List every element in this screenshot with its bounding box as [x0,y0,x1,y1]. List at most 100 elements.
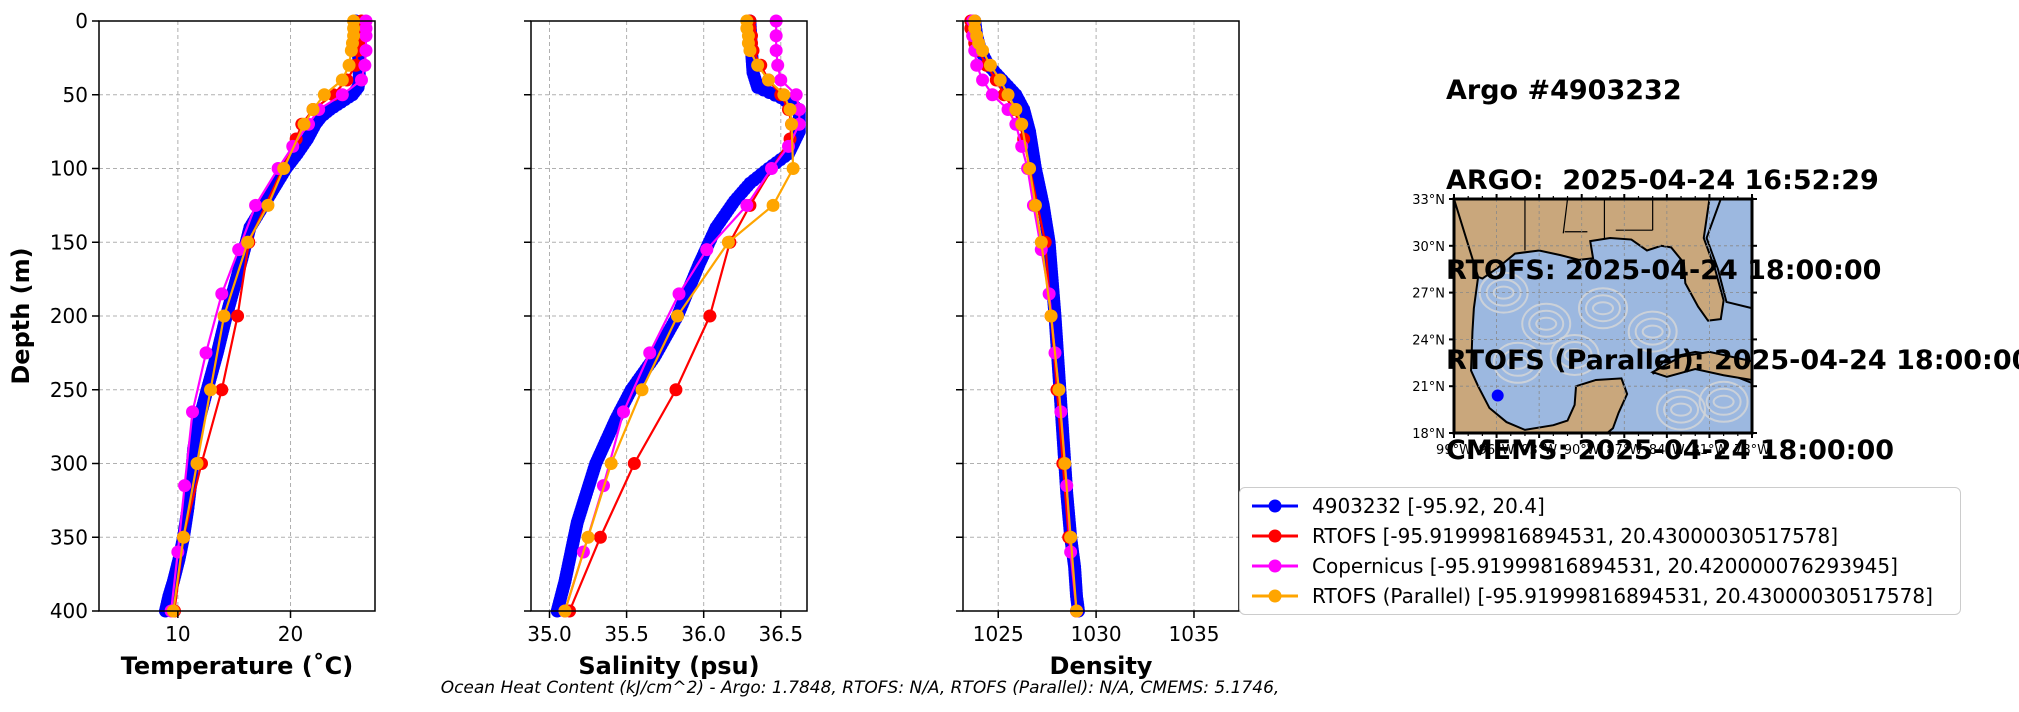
data-point [306,103,320,116]
data-point [217,309,231,323]
map-lon-label: 90°W [1564,443,1600,458]
data-point [700,243,714,257]
data-point [358,58,372,72]
streamline [1627,310,1678,353]
y-tick-label: 50 [63,83,88,107]
data-point [766,198,780,212]
ohc-footer: Ocean Heat Content (kJ/cm^2) - Argo: 1.7… [440,678,1280,698]
y-tick-label: 250 [50,378,88,402]
streamline [1492,341,1543,384]
data-point [643,346,657,360]
streamline [1506,355,1529,370]
data-point [344,44,358,57]
map-lon-label: 93°W [1521,443,1557,458]
data-point [199,346,213,360]
data-point [670,309,684,323]
data-point [593,530,607,544]
x-tick-label: 35.0 [527,622,572,646]
data-point [769,44,783,57]
panel-temperature: 0 50 100 150 200 250 300 350 400 10 20 Temperature … [7,9,376,680]
x-axis-label: Density [1050,652,1153,680]
data-point [1052,383,1066,397]
legend: 4903232 [-95.92, 20.4] RTOFS [-95.919998… [1239,487,1961,615]
data-point [669,383,683,397]
data-point [970,58,984,72]
data-point [1034,235,1048,249]
data-point [983,58,997,72]
map-lon-label: 84°W [1649,443,1685,458]
data-point [721,235,735,249]
data-point [317,88,331,102]
data-point [703,309,717,323]
title-line: CMEMS: 2025-04-24 18:00:00 [1446,435,1895,466]
streamline [1634,317,1671,346]
data-point [204,383,218,397]
data-point [335,73,349,87]
map-lat-label: 21°N [1412,380,1445,395]
streamline [1563,348,1586,362]
legend-label: 4903232 [-95.92, 20.4] [1312,494,1545,518]
data-point [785,117,799,131]
legend-label: RTOFS [-95.91999816894531, 20.4300003051… [1312,524,1839,548]
map-lon-label: 99°W [1436,443,1472,458]
legend-marker-rtofs [1252,529,1298,543]
data-point [1009,103,1023,116]
data-point [231,309,245,323]
data-point [765,162,779,175]
legend-entry: RTOFS [-95.91999816894531, 20.4300003051… [1240,521,1838,551]
y-tick-label: 200 [50,304,88,328]
location-map: 33°N 30°N 27°N 24°N 21°N 18°N99°W 96°W 93°W 90°W… [1412,193,1770,458]
map-lat-label: 30°N [1412,240,1445,255]
x-tick-label: 1030 [1071,622,1122,646]
data-point [232,243,246,257]
streamline [1521,302,1572,345]
legend-marker-copernicus [1252,559,1298,573]
streamline [1670,402,1693,417]
data-point [186,405,200,419]
data-point [354,73,368,87]
data-point [1023,162,1037,175]
data-point [277,162,291,175]
streamline [1698,380,1749,423]
y-tick-label: 400 [50,599,88,623]
streamline [1528,309,1565,338]
map-lon-label: 81°W [1691,443,1727,458]
data-point [976,44,990,57]
title-line: RTOFS: 2025-04-24 18:00:00 [1446,255,1882,286]
map-lon-label: 87°W [1606,443,1642,458]
data-point [1058,457,1072,470]
float-marker [1491,389,1504,402]
data-point [261,198,275,212]
x-tick-label: 20 [278,622,303,646]
map-lat-label: 18°N [1412,427,1445,442]
data-point [1044,309,1058,323]
atlantic [1705,199,1752,310]
streamline [1549,334,1600,376]
data-point [604,457,618,470]
data-point [359,44,373,57]
data-point [792,103,806,116]
data-point [740,198,754,212]
data-point [976,73,990,87]
streamline [1712,394,1735,409]
title-line: RTOFS (Parallel): 2025-04-24 18:00:00 [1446,345,2019,376]
streamline [1592,301,1614,316]
legend-label: RTOFS (Parallel) [-95.91999816894531, 20… [1312,584,1933,608]
data-point [215,383,229,397]
series-parallel [166,14,361,618]
map-lat-label: 27°N [1412,287,1445,302]
legend-entry: 4903232 [-95.92, 20.4] [1240,491,1545,521]
x-tick-label: 10 [165,622,190,646]
data-point [635,383,649,397]
data-point [581,530,595,544]
legend-entry: Copernicus [-95.91999816894531, 20.42000… [1240,551,1898,581]
data-point [771,58,785,72]
map-area [1454,199,1752,433]
data-point [1064,530,1078,544]
data-point [751,58,765,72]
x-tick-label: 35.5 [604,622,649,646]
y-tick-label: 150 [50,230,88,254]
y-tick-label: 350 [50,525,88,549]
